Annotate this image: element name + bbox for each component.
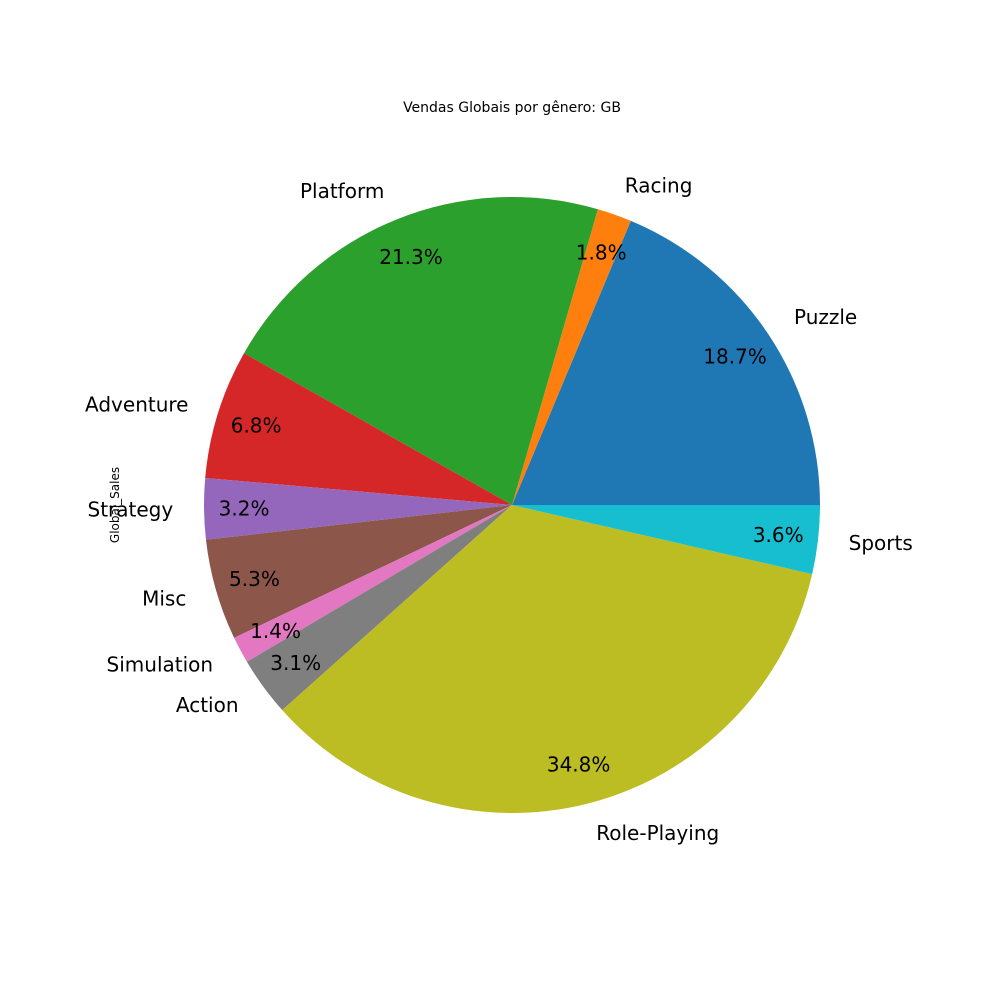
slice-label: Platform	[300, 179, 384, 203]
pie-slice-platform	[243, 196, 598, 505]
slice-label: Sports	[849, 531, 913, 555]
pie-slice-adventure	[205, 353, 512, 505]
slice-percent-label: 1.4%	[250, 619, 301, 643]
pie-slice-sports	[512, 505, 820, 575]
slice-percent-label: 3.1%	[270, 651, 321, 675]
slice-label: Racing	[625, 174, 693, 198]
slice-percent-label: 5.3%	[229, 567, 280, 591]
slice-label: Adventure	[85, 392, 188, 416]
pie-slice-action	[246, 505, 512, 711]
pie-slice-misc	[205, 505, 512, 638]
slice-percent-label: 21.3%	[379, 245, 443, 269]
pie-slice-racing	[512, 209, 631, 505]
slice-percent-label: 1.8%	[576, 240, 627, 264]
slice-percent-label: 34.8%	[547, 753, 611, 777]
slice-label: Misc	[142, 586, 186, 610]
slice-label: Puzzle	[794, 305, 857, 329]
slice-label: Action	[176, 693, 239, 717]
pie-slice-strategy	[204, 477, 512, 540]
pie-slices	[204, 196, 821, 814]
chart-title: Vendas Globais por gênero: GB	[403, 100, 621, 116]
slice-label: Simulation	[107, 652, 214, 676]
slice-percent-label: 18.7%	[703, 344, 767, 368]
pie-labels: Puzzle 18.7% Racing 1.8% Platform 21.3% Advent…	[85, 174, 913, 846]
slice-label: Role-Playing	[596, 821, 719, 845]
pie-slice-simulation	[234, 505, 512, 662]
pie-slice-puzzle	[512, 220, 821, 505]
slice-percent-label: 3.6%	[753, 523, 804, 547]
slice-percent-label: 6.8%	[231, 413, 282, 437]
y-axis-label: Global_Sales	[108, 467, 122, 543]
pie-slice-role-playing	[282, 505, 813, 814]
slice-percent-label: 3.2%	[219, 496, 270, 520]
slice-label: Strategy	[88, 497, 174, 521]
